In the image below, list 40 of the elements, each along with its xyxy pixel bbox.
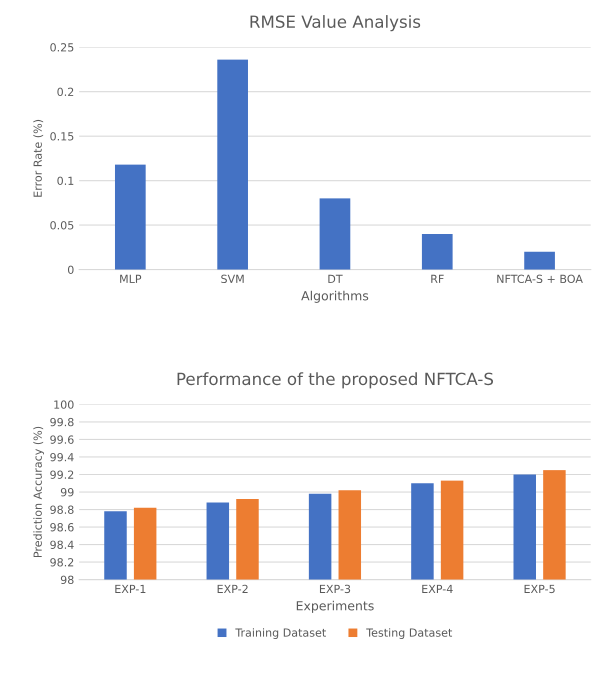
bar <box>217 60 248 270</box>
x-axis-title: Experiments <box>296 600 374 613</box>
y-tick-label: 0 <box>68 266 74 274</box>
y-tick-label: 0.2 <box>57 88 74 96</box>
x-tick-label: EXP-4 <box>422 584 453 593</box>
x-tick-label: EXP-3 <box>320 584 350 594</box>
y-tick-label: 98.2 <box>50 558 74 566</box>
bar <box>320 198 350 270</box>
x-tick-label: RF <box>431 274 444 283</box>
y-tick-label: 0.25 <box>50 43 74 52</box>
bar <box>114 164 146 270</box>
chart-title: RMSE Value Analysis <box>250 15 420 32</box>
y-tick-label: 99.4 <box>50 452 74 462</box>
x-tick-label: EXP-1 <box>115 584 146 593</box>
y-tick-label: 99.2 <box>50 470 74 479</box>
chart-title: Performance of the proposed NFTCA-S <box>178 372 494 388</box>
y-tick-label: 99.6 <box>50 435 74 444</box>
bar <box>422 234 453 270</box>
x-tick-label: EXP-5 <box>524 584 555 594</box>
legend-label: Testing Dataset <box>366 628 452 639</box>
y-tick-label: 0.05 <box>50 221 74 230</box>
x-tick-label: DT <box>328 274 343 283</box>
y-tick-label: 98.8 <box>50 506 74 514</box>
bar <box>524 252 555 270</box>
y-tick-label: 0.1 <box>57 176 74 186</box>
y-tick-label: 99.8 <box>50 418 74 426</box>
y-tick-label: 98.6 <box>50 523 74 532</box>
x-tick-label: MLP <box>120 274 142 283</box>
y-tick-label: 98 <box>60 576 74 584</box>
y-tick-label: 0.15 <box>50 132 74 141</box>
y-axis-title: Prediction Accuracy (%) <box>33 426 44 558</box>
y-axis-title: Error Rate (%) <box>33 120 44 197</box>
y-tick-label: 98.4 <box>50 540 74 549</box>
x-tick-label: EXP-2 <box>218 584 248 593</box>
x-tick-label: SVM <box>221 274 244 284</box>
y-tick-label: 99 <box>60 488 74 496</box>
legend-label: Training Dataset <box>235 628 326 639</box>
y-tick-label: 100 <box>54 400 74 409</box>
x-axis-title: Algorithms <box>301 290 368 303</box>
x-tick-label: NFTCA-S + BOA <box>497 274 583 284</box>
